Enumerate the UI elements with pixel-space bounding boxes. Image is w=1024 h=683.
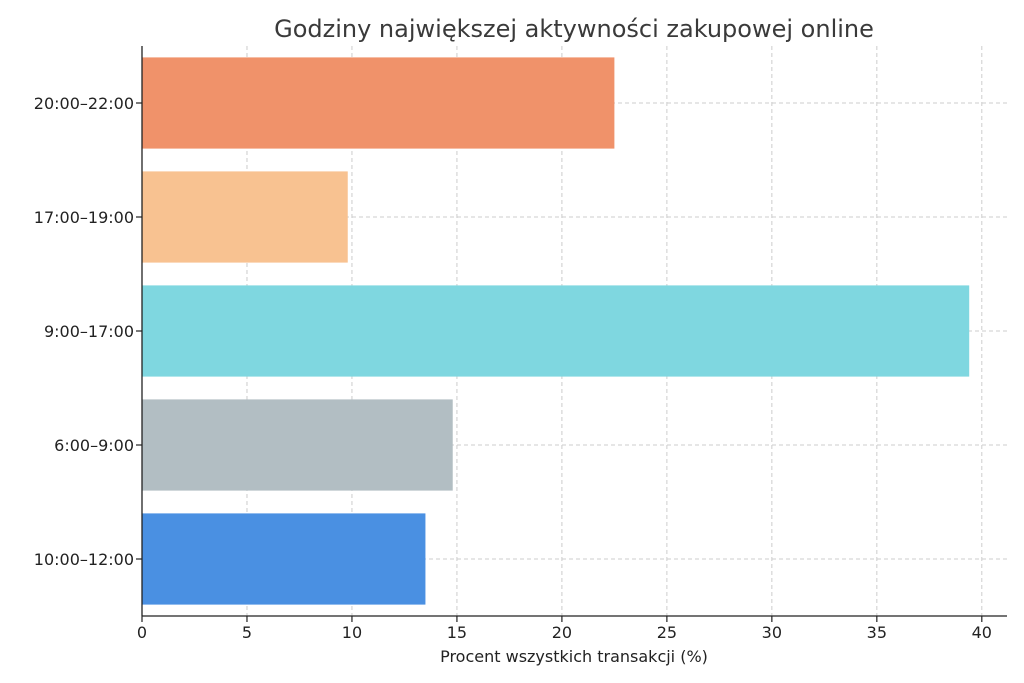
y-ticks: 10:00–12:00 6:00–9:00 9:00–17:00 17:00–19:0… (34, 94, 142, 569)
y-tick-label-4: 20:00–22:00 (34, 94, 134, 113)
bar-3 (142, 171, 348, 263)
x-tick-label-6: 30 (762, 623, 782, 642)
x-tick-label-2: 10 (342, 623, 362, 642)
x-tick-label-8: 40 (972, 623, 992, 642)
x-tick-label-4: 20 (552, 623, 572, 642)
bar-2 (142, 285, 970, 377)
x-tick-label-1: 5 (242, 623, 252, 642)
x-tick-label-0: 0 (137, 623, 147, 642)
y-tick-label-0: 10:00–12:00 (34, 550, 134, 569)
x-tick-label-5: 25 (657, 623, 677, 642)
bars (142, 57, 970, 605)
chart-title: Godziny największej aktywności zakupowej… (274, 15, 874, 43)
x-ticks: 0 5 10 15 20 25 30 35 40 (137, 616, 992, 642)
y-tick-label-3: 17:00–19:00 (34, 208, 134, 227)
x-tick-label-3: 15 (447, 623, 467, 642)
x-tick-label-7: 35 (867, 623, 887, 642)
y-tick-label-2: 9:00–17:00 (44, 322, 134, 341)
x-axis-label: Procent wszystkich transakcji (%) (440, 647, 708, 666)
bar-1 (142, 399, 453, 491)
y-tick-label-1: 6:00–9:00 (54, 436, 134, 455)
bar-0 (142, 513, 426, 605)
bar-4 (142, 57, 615, 149)
